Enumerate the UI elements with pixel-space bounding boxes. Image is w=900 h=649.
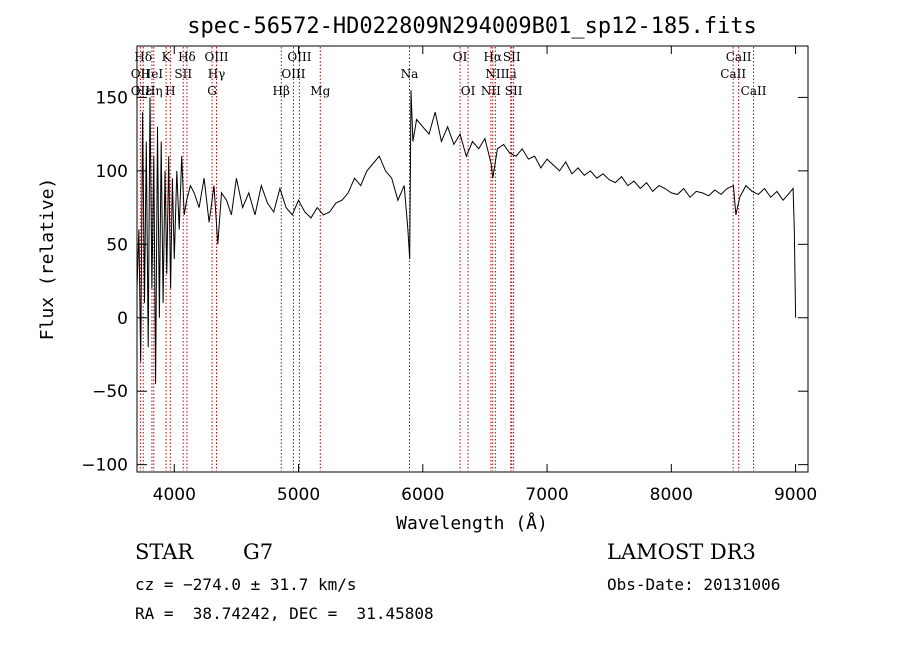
emission-line-label: Hδ	[134, 50, 152, 64]
emission-line-label: Hε	[135, 84, 152, 98]
x-tick-label: 4000	[153, 485, 196, 505]
emission-line-label: OIII	[281, 67, 305, 81]
x-tick-label: 6000	[401, 485, 444, 505]
object-class: STAR	[135, 540, 194, 564]
emission-line-label: Na	[401, 67, 419, 81]
emission-line-label: OIII	[287, 50, 311, 64]
x-tick-label: 8000	[650, 485, 693, 505]
emission-line-label: CaII	[741, 84, 767, 98]
y-tick-label: 100	[96, 162, 128, 182]
observation-date: Obs-Date: 20131006	[607, 575, 781, 594]
emission-line-label: NII	[485, 67, 505, 81]
y-tick-label: −50	[92, 382, 128, 402]
survey-release: LAMOST DR3	[607, 540, 756, 564]
y-tick-label: 150	[96, 88, 128, 108]
emission-line-label: OI	[461, 84, 476, 98]
emission-line-label: Hη	[145, 84, 163, 98]
emission-line-label: NII	[481, 84, 501, 98]
chart-title: spec-56572-HD022809N294009B01_sp12-185.f…	[187, 14, 757, 39]
y-axis-label: Flux (relative)	[37, 178, 58, 341]
emission-line-label: OII	[131, 67, 151, 81]
x-axis-label: Wavelength (Å)	[396, 512, 548, 534]
emission-line-label: CaII	[720, 67, 746, 81]
y-axis-ticks: −100 −50 0 50 100 150	[81, 88, 808, 476]
emission-line-label: SII	[505, 84, 523, 98]
emission-line-label: G	[207, 84, 217, 98]
y-tick-label: 50	[106, 235, 128, 255]
flux-series-line	[136, 90, 797, 384]
y-tick-label: 0	[117, 309, 128, 329]
emission-line-label: HeI	[141, 67, 164, 81]
emission-line-label: Mg	[310, 84, 330, 98]
emission-line-label: K	[162, 50, 172, 64]
emission-line-label: OII	[131, 84, 151, 98]
emission-line-label: Li	[505, 67, 517, 81]
emission-line-label: Hδ	[178, 50, 196, 64]
x-axis-ticks: 4000 5000 6000 7000 8000 9000	[153, 46, 817, 505]
emission-line-label: OI	[453, 50, 468, 64]
x-tick-label: 7000	[525, 485, 568, 505]
emission-line-label: SII	[174, 67, 192, 81]
emission-line-label: OIII	[204, 50, 228, 64]
sky-coordinates: RA = 38.74242, DEC = 31.45808	[135, 604, 434, 623]
redshift-velocity: cz = −274.0 ± 31.7 km/s	[135, 575, 357, 594]
plot-frame	[136, 45, 809, 473]
emission-line-markers	[139, 47, 755, 471]
emission-line-label: H	[165, 84, 175, 98]
emission-line-label: Hα	[483, 50, 502, 64]
x-tick-label: 9000	[774, 485, 817, 505]
emission-line-label: Hβ	[273, 84, 290, 98]
emission-line-label: SII	[503, 50, 521, 64]
x-tick-label: 5000	[277, 485, 320, 505]
object-subclass: G7	[243, 540, 274, 564]
y-tick-label: −100	[81, 456, 128, 476]
emission-line-label: CaII	[726, 50, 752, 64]
emission-line-label: Hγ	[208, 67, 226, 81]
